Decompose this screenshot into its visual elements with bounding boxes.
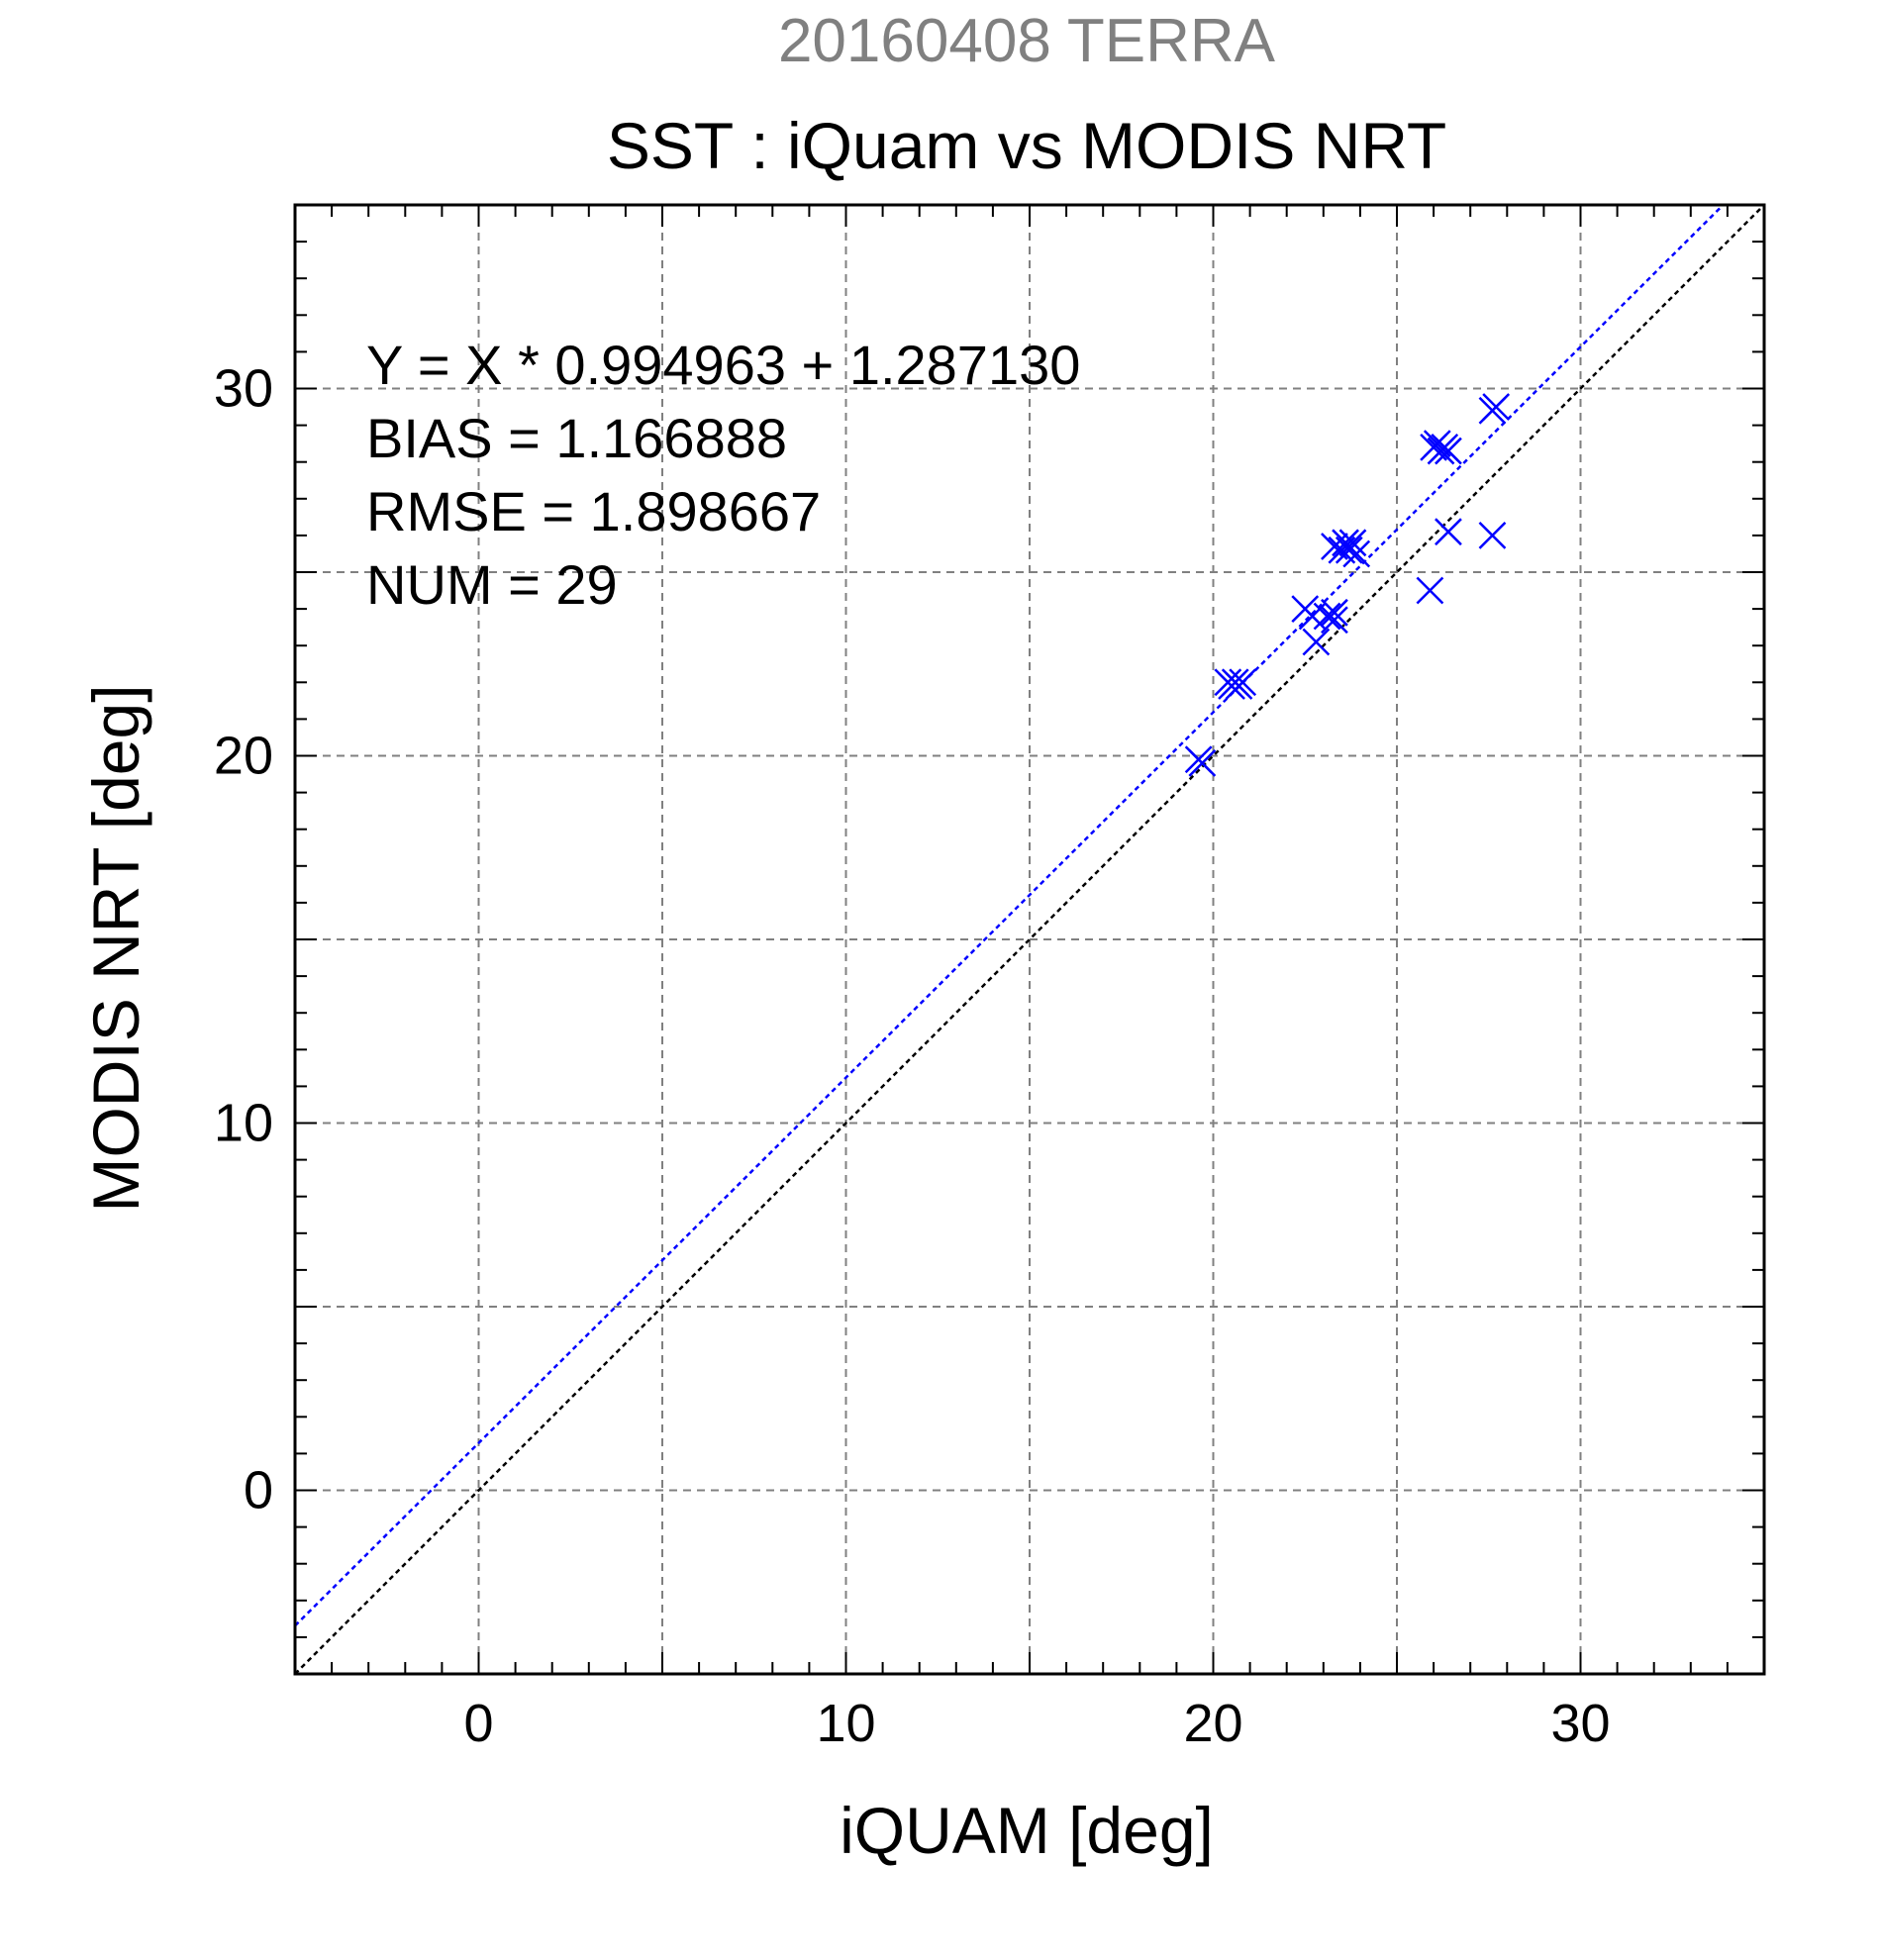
y-tick-label: 20 — [214, 727, 273, 786]
x-tick-label: 30 — [1550, 1694, 1610, 1753]
grid-lines — [295, 205, 1764, 1674]
data-point — [1321, 598, 1348, 627]
x-tick-label: 0 — [463, 1694, 493, 1753]
data-point — [1416, 576, 1444, 605]
reference-lines — [294, 204, 1765, 1675]
data-points — [1184, 393, 1511, 777]
y-tick-label: 0 — [244, 1461, 273, 1520]
y-tick-label: 30 — [214, 359, 273, 419]
data-point — [1321, 606, 1348, 635]
data-point — [1335, 536, 1363, 564]
data-point — [1435, 518, 1462, 546]
stats-num: NUM = 29 — [366, 553, 618, 616]
stats-rmse: RMSE = 1.898667 — [366, 480, 821, 542]
plot-frame — [293, 203, 1766, 1676]
chart-title: SST : iQuam vs MODIS NRT — [607, 109, 1446, 182]
stats-bias: BIAS = 1.166888 — [366, 407, 787, 469]
data-point — [1482, 393, 1511, 421]
tick-labels: 0 10 20 30 0 10 20 30 — [214, 359, 1611, 1754]
y-tick-label: 10 — [214, 1094, 273, 1153]
data-point — [1313, 602, 1341, 631]
identity-line — [294, 204, 1765, 1675]
minor-ticks — [295, 205, 1764, 1674]
stats-fit-equation: Y = X * 0.994963 + 1.287130 — [366, 334, 1080, 396]
data-point — [1188, 749, 1217, 777]
regression-line — [294, 204, 1725, 1627]
y-axis-label: MODIS NRT [deg] — [79, 684, 152, 1212]
x-axis-label: iQUAM [deg] — [840, 1794, 1214, 1867]
data-point — [1338, 529, 1367, 557]
x-tick-label: 20 — [1183, 1694, 1242, 1753]
data-point — [1435, 437, 1462, 465]
data-point — [1478, 522, 1507, 549]
x-tick-label: 10 — [816, 1694, 875, 1753]
data-point — [1302, 628, 1331, 656]
data-point — [1229, 668, 1257, 697]
data-point — [1342, 539, 1371, 568]
statistics-annotation: Y = X * 0.994963 + 1.287130 BIAS = 1.166… — [366, 334, 1080, 616]
chart-supertitle: 20160408 TERRA — [778, 7, 1276, 75]
